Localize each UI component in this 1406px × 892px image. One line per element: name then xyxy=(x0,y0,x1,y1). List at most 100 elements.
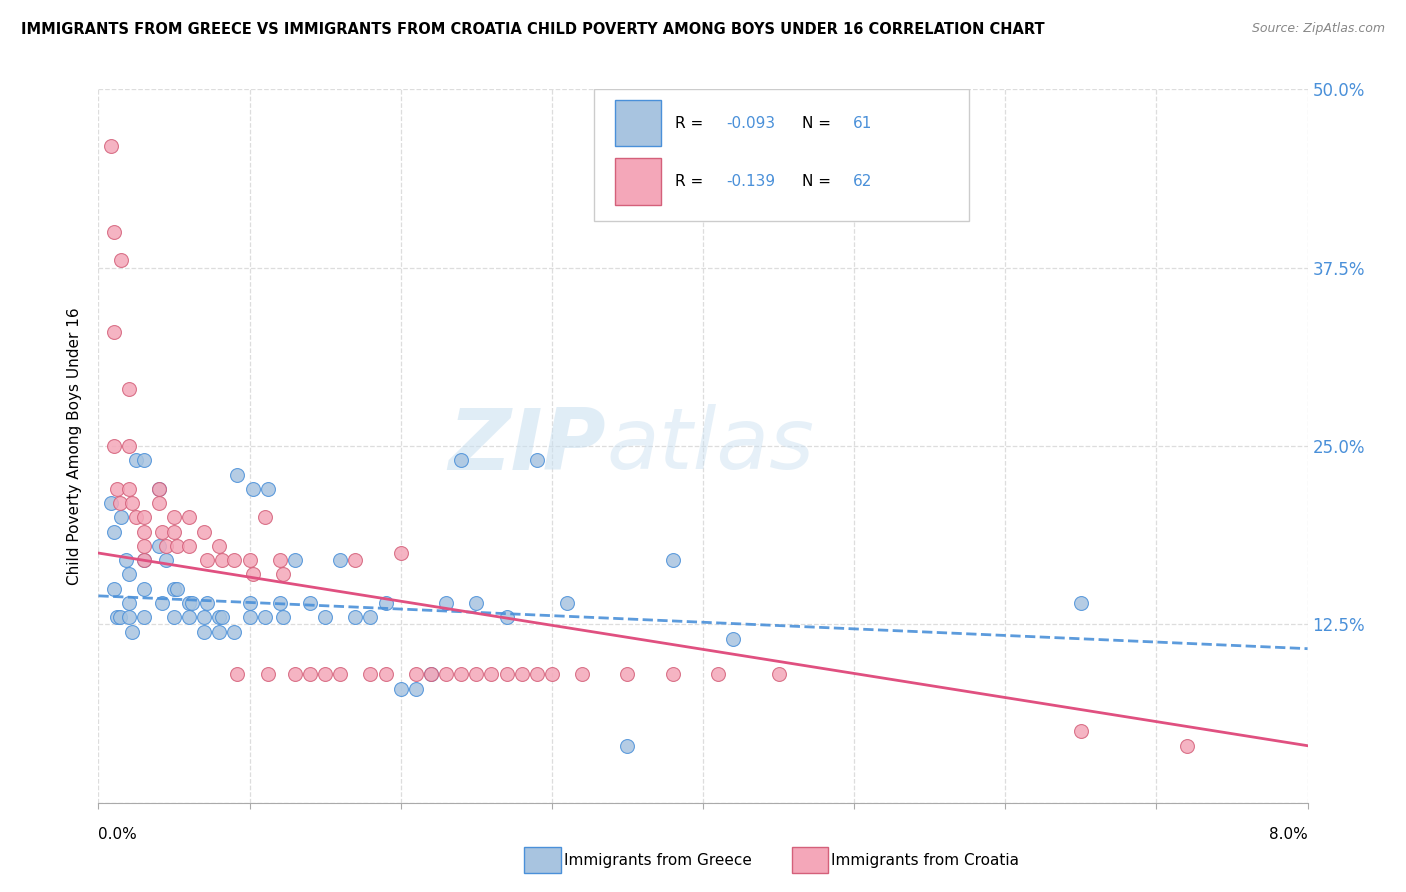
Text: 8.0%: 8.0% xyxy=(1268,827,1308,841)
Text: IMMIGRANTS FROM GREECE VS IMMIGRANTS FROM CROATIA CHILD POVERTY AMONG BOYS UNDER: IMMIGRANTS FROM GREECE VS IMMIGRANTS FRO… xyxy=(21,22,1045,37)
Point xyxy=(148,482,170,496)
Point xyxy=(1175,739,1198,753)
Text: Immigrants from Croatia: Immigrants from Croatia xyxy=(831,854,1019,868)
Point xyxy=(193,624,215,639)
Text: Source: ZipAtlas.com: Source: ZipAtlas.com xyxy=(1251,22,1385,36)
Point xyxy=(110,510,132,524)
Text: R =: R = xyxy=(675,174,709,189)
Point xyxy=(193,524,215,539)
Point xyxy=(208,539,231,553)
Point xyxy=(226,467,249,482)
Point xyxy=(420,667,443,681)
Point xyxy=(125,453,148,467)
Point xyxy=(314,610,336,624)
Point xyxy=(179,510,201,524)
Text: R =: R = xyxy=(675,116,709,130)
Point xyxy=(405,681,427,696)
Point xyxy=(271,567,294,582)
Point xyxy=(105,482,128,496)
Point xyxy=(150,524,173,539)
Point xyxy=(662,553,685,567)
Point xyxy=(155,539,177,553)
Point xyxy=(707,667,730,681)
Point xyxy=(465,667,488,681)
Point xyxy=(239,553,262,567)
Point xyxy=(121,624,143,639)
Point xyxy=(481,667,503,681)
Text: Immigrants from Greece: Immigrants from Greece xyxy=(564,854,752,868)
Text: 62: 62 xyxy=(853,174,872,189)
Point xyxy=(510,667,533,681)
Point xyxy=(344,610,367,624)
Point xyxy=(114,553,136,567)
Point xyxy=(148,496,170,510)
Point xyxy=(166,539,188,553)
Point xyxy=(108,496,131,510)
FancyBboxPatch shape xyxy=(595,89,969,221)
Point xyxy=(242,567,264,582)
Point xyxy=(193,610,215,624)
Bar xyxy=(614,159,661,205)
Point xyxy=(465,596,488,610)
Point xyxy=(239,610,262,624)
Point xyxy=(420,667,443,681)
Point xyxy=(179,539,201,553)
Point xyxy=(181,596,204,610)
Point xyxy=(269,596,291,610)
Point xyxy=(723,632,745,646)
Point xyxy=(163,524,186,539)
Point xyxy=(125,510,148,524)
Point xyxy=(100,139,122,153)
Point xyxy=(662,667,685,681)
Point xyxy=(450,453,472,467)
Point xyxy=(360,610,382,624)
Point xyxy=(224,624,246,639)
Point xyxy=(163,582,186,596)
Point xyxy=(110,253,132,268)
Point xyxy=(329,553,352,567)
Point xyxy=(208,624,231,639)
Point xyxy=(284,553,307,567)
Point xyxy=(132,510,155,524)
Point xyxy=(103,225,125,239)
Point xyxy=(256,482,278,496)
Text: N =: N = xyxy=(803,174,837,189)
Point xyxy=(256,667,278,681)
Y-axis label: Child Poverty Among Boys Under 16: Child Poverty Among Boys Under 16 xyxy=(67,307,83,585)
Point xyxy=(195,596,218,610)
Point xyxy=(526,667,548,681)
Point xyxy=(105,610,128,624)
Point xyxy=(195,553,218,567)
Point xyxy=(132,582,155,596)
Point xyxy=(434,667,457,681)
Point xyxy=(768,667,790,681)
Point xyxy=(163,610,186,624)
Point xyxy=(1070,724,1092,739)
Point xyxy=(374,667,396,681)
Text: ZIP: ZIP xyxy=(449,404,606,488)
Point xyxy=(616,667,638,681)
Point xyxy=(314,667,336,681)
Point xyxy=(242,482,264,496)
Point xyxy=(103,582,125,596)
Point xyxy=(344,553,367,567)
Point xyxy=(118,610,141,624)
Text: 61: 61 xyxy=(853,116,872,130)
Point xyxy=(389,546,412,560)
Text: -0.139: -0.139 xyxy=(725,174,775,189)
Point xyxy=(211,553,233,567)
Point xyxy=(253,510,276,524)
Point xyxy=(253,610,276,624)
Text: 0.0%: 0.0% xyxy=(98,827,138,841)
Point xyxy=(150,596,173,610)
Point xyxy=(118,482,141,496)
Point xyxy=(329,667,352,681)
Point xyxy=(555,596,578,610)
Point xyxy=(121,496,143,510)
Text: atlas: atlas xyxy=(606,404,814,488)
Bar xyxy=(614,100,661,146)
Point xyxy=(148,482,170,496)
Point xyxy=(108,610,131,624)
Point xyxy=(1070,596,1092,610)
Point xyxy=(271,610,294,624)
